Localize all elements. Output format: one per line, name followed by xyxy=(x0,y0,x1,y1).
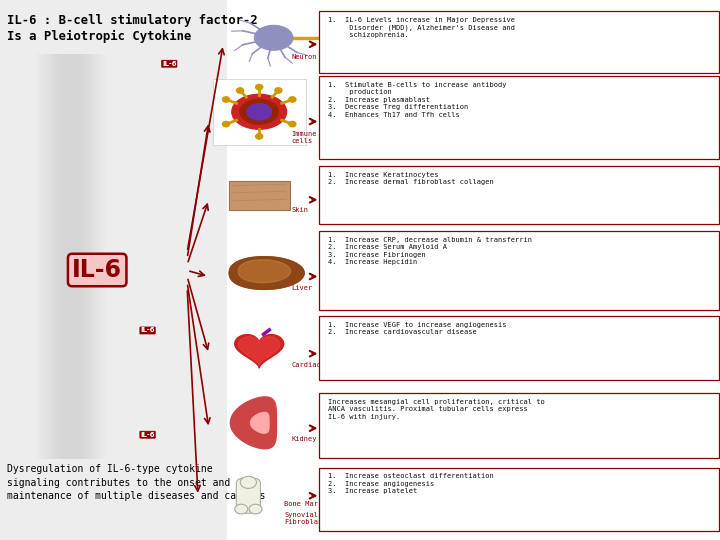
FancyBboxPatch shape xyxy=(319,468,719,531)
Polygon shape xyxy=(230,397,276,449)
Circle shape xyxy=(256,134,263,139)
Circle shape xyxy=(235,504,248,514)
Text: Is a Pleiotropic Cytokine: Is a Pleiotropic Cytokine xyxy=(7,30,192,43)
Polygon shape xyxy=(251,413,269,433)
Text: Bone Marrow: Bone Marrow xyxy=(284,501,331,507)
FancyBboxPatch shape xyxy=(319,231,719,310)
FancyBboxPatch shape xyxy=(319,11,719,73)
Polygon shape xyxy=(238,336,280,365)
FancyBboxPatch shape xyxy=(319,76,719,159)
Polygon shape xyxy=(235,335,284,368)
Text: 1.  IL-6 Levels increase in Major Depressive
     Disorder (MDD), Alzheimer's Di: 1. IL-6 Levels increase in Major Depress… xyxy=(328,17,515,38)
Text: 1.  Stimulate B-cells to increase antibody
     production
2.  Increase plasmabl: 1. Stimulate B-cells to increase antibod… xyxy=(328,82,506,118)
Text: Dysregulation of IL-6-type cytokine
signaling contributes to the onset and
maint: Dysregulation of IL-6-type cytokine sign… xyxy=(7,464,266,501)
Text: Synovial
Fibroblast: Synovial Fibroblast xyxy=(284,512,327,525)
Text: IL-6: IL-6 xyxy=(140,431,155,438)
Circle shape xyxy=(289,97,296,102)
FancyBboxPatch shape xyxy=(0,0,227,540)
Circle shape xyxy=(222,122,230,127)
Text: 1.  Increase osteoclast differentiation
2.  Increase angiogenesis
3.  Increase p: 1. Increase osteoclast differentiation 2… xyxy=(328,473,493,494)
Circle shape xyxy=(236,88,243,93)
Polygon shape xyxy=(238,260,291,282)
Text: Cardiac: Cardiac xyxy=(292,362,321,368)
Text: Increases mesangial cell proliferation, critical to
ANCA vasculitis. Proximal tu: Increases mesangial cell proliferation, … xyxy=(328,399,544,420)
FancyBboxPatch shape xyxy=(319,393,719,458)
Text: Liver: Liver xyxy=(292,285,313,291)
Text: IL-6: IL-6 xyxy=(140,327,155,334)
Polygon shape xyxy=(229,256,304,289)
Text: 1.  Increase CRP, decrease albumin & transferrin
2.  Increase Serum Amyloid A
3.: 1. Increase CRP, decrease albumin & tran… xyxy=(328,237,531,265)
Text: 1.  Increase VEGF to increase angiogenesis
2.  Increase cardiovascular disease: 1. Increase VEGF to increase angiogenesi… xyxy=(328,322,506,335)
Ellipse shape xyxy=(240,99,279,124)
Ellipse shape xyxy=(247,104,271,120)
Text: 1.  Increase Keratinocytes
2.  Increase dermal fibroblast collagen: 1. Increase Keratinocytes 2. Increase de… xyxy=(328,172,493,185)
Circle shape xyxy=(256,84,263,90)
Text: Kidney: Kidney xyxy=(292,436,317,442)
Circle shape xyxy=(275,88,282,93)
Text: Immune
cells: Immune cells xyxy=(292,131,317,144)
FancyBboxPatch shape xyxy=(319,166,719,224)
Ellipse shape xyxy=(232,94,287,129)
FancyBboxPatch shape xyxy=(229,181,289,210)
Circle shape xyxy=(249,504,262,514)
Polygon shape xyxy=(229,256,304,289)
Circle shape xyxy=(222,97,230,102)
Circle shape xyxy=(289,122,296,127)
Text: Neuron: Neuron xyxy=(292,54,317,60)
Text: Skin: Skin xyxy=(292,207,309,213)
Text: IL-6: IL-6 xyxy=(162,60,176,67)
Text: IL-6: IL-6 xyxy=(72,258,122,282)
FancyBboxPatch shape xyxy=(212,79,306,145)
Circle shape xyxy=(240,476,256,488)
Text: IL-6 : B-cell stimulatory factor-2: IL-6 : B-cell stimulatory factor-2 xyxy=(7,14,258,26)
FancyBboxPatch shape xyxy=(319,316,719,380)
Ellipse shape xyxy=(254,25,293,50)
FancyBboxPatch shape xyxy=(236,478,261,513)
